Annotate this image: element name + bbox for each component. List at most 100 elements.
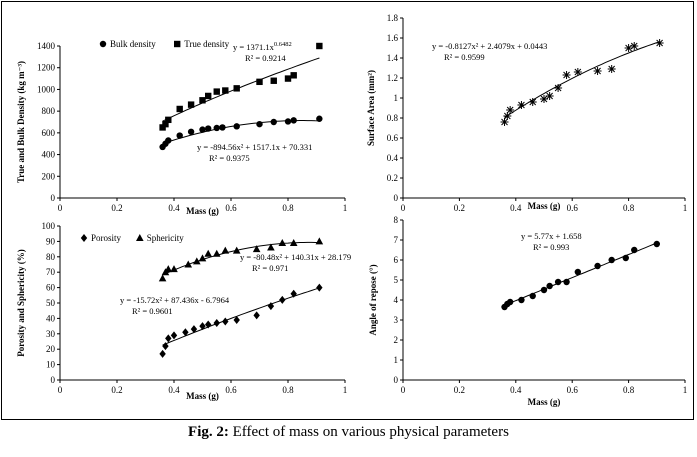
y-tick-label: 0.2 (387, 173, 398, 183)
data-point-bulk-density (213, 124, 220, 132)
y-tick-label: 50 (46, 298, 56, 308)
data-point-porosity (182, 328, 189, 337)
data-point-sphericity (184, 260, 193, 268)
data-point-true-density (176, 105, 183, 113)
data-point-porosity (279, 295, 286, 304)
data-point-bulk-density (256, 120, 263, 128)
data-point-porosity (222, 317, 229, 326)
x-tick-label: 1 (683, 203, 688, 213)
y-tick-label: 1.2 (387, 73, 398, 83)
y-tick-label: 90 (46, 236, 56, 246)
r-squared-label: R² = 0.971 (252, 263, 288, 273)
r-squared-label: R² = 0.9214 (245, 53, 286, 63)
data-point-bulk-density (219, 124, 226, 131)
data-point-true-density (222, 87, 229, 94)
data-point-bulk-density (316, 115, 323, 122)
data-point-series (506, 106, 515, 114)
y-axis-label: Porosity and Sphericity (%) (16, 249, 26, 357)
legend-marker (80, 234, 88, 242)
data-point-porosity (267, 302, 275, 311)
y-tick-label: 5 (394, 275, 399, 285)
x-tick-label: 0.4 (168, 385, 180, 395)
y-tick-label: 1 (394, 355, 399, 365)
x-tick-label: 0.4 (510, 203, 522, 213)
y-tick-label: 30 (46, 329, 56, 339)
data-point-series (573, 68, 582, 76)
data-point-true-density (187, 101, 195, 108)
data-point-bulk-density (187, 128, 195, 135)
data-point-porosity (199, 322, 206, 331)
data-point-series (518, 296, 525, 304)
legend-label: Porosity (91, 233, 122, 243)
x-tick-label: 0 (401, 203, 406, 213)
y-tick-label: 600 (42, 128, 56, 138)
trend-line-series (504, 41, 660, 118)
x-tick-label: 0.2 (111, 203, 122, 213)
y-axis-label: Angle of repose (°) (368, 264, 378, 335)
data-point-series (562, 71, 571, 79)
legend-label: True density (184, 39, 229, 49)
data-point-sphericity (315, 237, 324, 245)
data-point-sphericity (170, 265, 178, 273)
x-axis-label: Mass (g) (528, 201, 561, 211)
data-point-porosity (165, 334, 172, 343)
y-tick-label: 1000 (37, 84, 56, 94)
data-point-bulk-density (199, 126, 206, 133)
y-tick-label: 3 (394, 315, 399, 325)
data-point-sphericity (232, 246, 241, 254)
data-point-series (593, 67, 602, 75)
data-point-series (506, 298, 514, 306)
equation-label: y = 1371.1x0.6482 (233, 41, 292, 52)
equation-label: y = -80.48x² + 140.31x + 28.179 (240, 252, 351, 262)
figure-frame (1, 1, 694, 420)
data-point-porosity (213, 319, 220, 328)
equation-label: y = -0.8127x² + 2.4079x + 0.0443 (432, 41, 547, 51)
data-point-true-density (159, 124, 166, 131)
chart-panel-4: 0 1 2 3 4 5 6 7 8 0 0.2 0.4 0.6 0.8 1 Mass (g) Angle of … (368, 215, 687, 407)
y-tick-label: 800 (42, 106, 56, 116)
y-tick-label: 0.8 (387, 113, 399, 123)
data-point-true-density (256, 78, 263, 86)
data-point-true-density (233, 85, 240, 92)
x-tick-label: 0.2 (454, 385, 465, 395)
x-tick-label: 0.8 (623, 203, 635, 213)
y-tick-label: 0 (394, 193, 399, 203)
data-point-true-density (290, 72, 297, 79)
data-point-true-density (316, 42, 323, 50)
data-point-sphericity (221, 246, 230, 254)
data-point-series (528, 98, 537, 106)
equation-label: y = -894.56x² + 1517.1x + 70.331 (197, 142, 312, 152)
figure-caption: Fig. 2: Effect of mass on various physic… (0, 424, 697, 441)
y-tick-label: 60 (46, 283, 56, 293)
data-point-porosity (233, 315, 240, 324)
data-point-series (554, 84, 563, 92)
r-squared-label: R² = 0.9375 (209, 153, 250, 163)
legend-marker (99, 40, 107, 48)
y-tick-label: 200 (42, 171, 56, 181)
data-point-porosity (290, 289, 297, 298)
r-squared-label: R² = 0.9601 (132, 306, 173, 316)
data-point-series (653, 240, 660, 248)
y-tick-label: 20 (46, 344, 56, 354)
x-tick-label: 0.2 (111, 385, 122, 395)
x-tick-label: 0.6 (567, 385, 579, 395)
data-point-series (529, 292, 536, 300)
x-axis-label: Mass (g) (528, 397, 561, 407)
data-point-true-density (270, 77, 277, 84)
data-point-sphericity (198, 254, 207, 262)
y-tick-label: 8 (394, 215, 399, 225)
y-tick-label: 0 (51, 193, 56, 203)
legend-label: Bulk density (110, 39, 156, 49)
data-point-series (655, 39, 664, 47)
y-tick-label: 80 (46, 252, 56, 262)
y-tick-label: 1.8 (387, 13, 399, 23)
data-point-true-density (199, 97, 206, 104)
data-point-porosity (190, 325, 198, 334)
data-point-porosity (162, 342, 169, 351)
data-point-bulk-density (284, 118, 292, 125)
y-tick-label: 1200 (37, 63, 56, 73)
y-tick-label: 70 (46, 267, 56, 277)
y-tick-label: 0.6 (387, 133, 399, 143)
data-point-porosity (205, 320, 212, 329)
data-point-sphericity (267, 243, 275, 251)
